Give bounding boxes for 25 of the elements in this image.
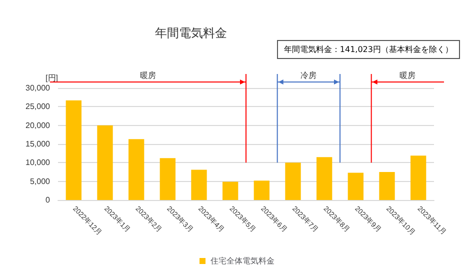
- bar: [285, 162, 301, 200]
- bar: [348, 172, 364, 200]
- y-tick-label: 0: [46, 196, 51, 204]
- bar: [222, 182, 238, 200]
- bar: [316, 157, 332, 200]
- bar: [160, 158, 176, 200]
- y-tick-label: 30,000: [26, 84, 51, 92]
- y-tick-label: 5,000: [30, 176, 51, 186]
- chart-title: 年間電気料金: [155, 26, 227, 40]
- bar: [128, 139, 144, 200]
- text: 年間電気料金：141,023円（基本料金を除く）: [276, 40, 460, 59]
- bar: [66, 100, 82, 200]
- y-tick-label: 20,000: [26, 120, 51, 130]
- text: 暖房: [400, 71, 416, 80]
- bar: [191, 170, 207, 200]
- y-tick-label: 10,000: [26, 158, 51, 168]
- bar: [379, 172, 395, 200]
- legend-label: 住宅全体電気料金: [210, 256, 274, 266]
- y-tick-label: 25,000: [26, 102, 51, 112]
- text: 冷房: [300, 71, 317, 80]
- bar: [97, 125, 113, 200]
- text: 暖房: [140, 71, 156, 80]
- bar: [410, 156, 426, 200]
- bar: [254, 180, 270, 200]
- y-tick-label: 15,000: [26, 140, 51, 148]
